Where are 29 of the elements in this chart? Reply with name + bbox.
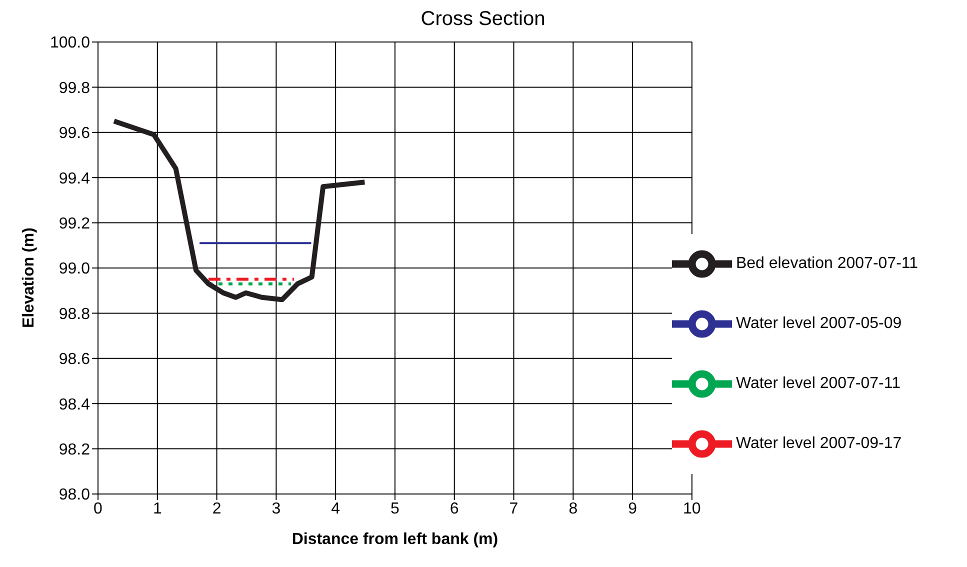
x-axis-title: Distance from left bank (m) xyxy=(292,531,498,548)
legend-label: Bed elevation 2007-07-11 xyxy=(736,255,918,272)
y-tick-label: 98.8 xyxy=(58,306,90,323)
y-tick-label: 98.6 xyxy=(58,351,90,368)
y-tick-label: 98.4 xyxy=(58,396,90,414)
legend-label: Water level 2007-05-09 xyxy=(736,315,902,332)
y-tick-label: 99.8 xyxy=(58,80,90,97)
chart-title: Cross Section xyxy=(420,8,546,32)
x-tick-label: 0 xyxy=(94,500,103,518)
y-tick-label: 99.6 xyxy=(58,125,90,142)
x-tick-label: 5 xyxy=(390,500,400,518)
y-tick-label: 99.0 xyxy=(58,260,90,278)
y-tick-label: 98.0 xyxy=(58,486,90,504)
x-tick-label: 10 xyxy=(683,500,701,518)
legend-label: Water level 2007-09-17 xyxy=(736,435,902,452)
x-tick-label: 2 xyxy=(212,500,222,518)
y-tick-label: 99.4 xyxy=(58,170,90,188)
y-tick-label: 100.0 xyxy=(50,34,90,52)
x-tick-label: 6 xyxy=(450,500,459,518)
x-tick-label: 9 xyxy=(628,500,638,518)
y-tick-label: 99.2 xyxy=(58,215,90,232)
x-tick-label: 3 xyxy=(272,500,281,518)
x-tick-label: 4 xyxy=(331,500,340,518)
y-tick-label: 98.2 xyxy=(58,441,90,458)
legend-label: Water level 2007-07-11 xyxy=(736,375,900,392)
x-tick-label: 7 xyxy=(509,500,518,518)
y-axis-title: Elevation (m) xyxy=(20,228,38,328)
x-tick-label: 8 xyxy=(568,500,578,518)
x-tick-label: 1 xyxy=(152,500,162,518)
